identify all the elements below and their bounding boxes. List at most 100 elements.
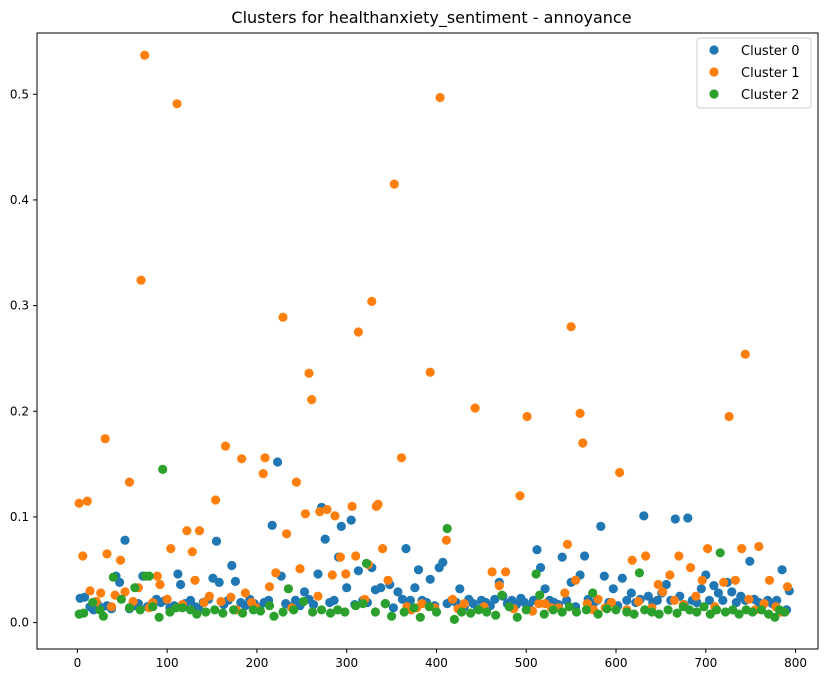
data-point xyxy=(622,607,632,617)
data-point xyxy=(267,520,277,531)
y-tick-label: 0.5 xyxy=(10,87,29,101)
data-point xyxy=(255,606,266,616)
data-point xyxy=(166,544,176,554)
data-point xyxy=(521,605,531,615)
data-point xyxy=(307,395,317,405)
data-point xyxy=(176,579,186,590)
data-point xyxy=(282,529,292,539)
data-point xyxy=(210,605,220,615)
data-point xyxy=(557,607,567,617)
data-point xyxy=(683,513,693,523)
data-point xyxy=(512,612,522,622)
y-tick-label: 0.1 xyxy=(10,510,29,524)
data-point xyxy=(557,552,567,562)
data-point xyxy=(727,587,737,597)
data-point xyxy=(629,609,639,619)
data-point xyxy=(449,614,459,625)
data-point xyxy=(308,607,318,617)
x-tick-label: 300 xyxy=(335,656,358,670)
data-point xyxy=(226,592,236,602)
data-point xyxy=(441,535,451,545)
data-point xyxy=(120,587,130,597)
x-tick-label: 500 xyxy=(515,656,538,670)
data-point xyxy=(653,579,663,590)
data-point xyxy=(367,296,377,306)
data-point xyxy=(313,569,323,579)
data-point xyxy=(108,572,118,582)
data-point xyxy=(227,560,237,571)
data-point xyxy=(566,322,576,332)
data-point xyxy=(396,453,407,463)
data-point xyxy=(220,441,231,451)
data-point xyxy=(361,558,372,569)
data-point xyxy=(713,588,724,598)
data-point xyxy=(308,600,319,610)
data-point xyxy=(602,604,612,614)
data-point xyxy=(393,587,403,597)
data-point xyxy=(754,541,764,552)
legend-marker xyxy=(709,67,719,77)
data-point xyxy=(102,549,112,559)
data-point xyxy=(448,594,458,604)
data-point xyxy=(599,571,609,581)
data-point xyxy=(730,575,741,585)
data-point xyxy=(490,594,500,604)
data-point xyxy=(389,179,399,189)
data-point xyxy=(593,609,603,619)
data-point xyxy=(370,607,380,617)
data-point xyxy=(335,552,345,562)
chart-title: Clusters for healthanxiety_sentiment - a… xyxy=(231,8,631,28)
data-point xyxy=(438,557,448,568)
data-point xyxy=(504,602,514,612)
data-point xyxy=(373,499,383,509)
data-point xyxy=(670,514,680,524)
data-point xyxy=(764,575,775,585)
data-point xyxy=(692,607,702,617)
data-point xyxy=(162,594,172,604)
data-point xyxy=(697,575,707,585)
data-point xyxy=(744,594,754,604)
data-point xyxy=(522,411,532,422)
data-point xyxy=(351,551,361,561)
data-point xyxy=(672,608,682,618)
legend-marker xyxy=(709,89,719,99)
data-point xyxy=(199,597,209,608)
y-tick-label: 0.0 xyxy=(10,616,29,630)
data-point xyxy=(770,612,780,622)
data-point xyxy=(685,605,695,615)
data-point xyxy=(617,573,627,583)
data-point xyxy=(283,584,293,594)
data-point xyxy=(85,586,95,596)
data-point xyxy=(347,501,357,511)
data-marks xyxy=(74,50,794,625)
data-point xyxy=(201,607,211,617)
data-point xyxy=(260,453,270,463)
data-point xyxy=(536,563,546,573)
y-tick-label: 0.2 xyxy=(10,404,29,418)
data-point xyxy=(115,577,125,588)
data-point xyxy=(491,610,501,620)
data-point xyxy=(560,588,570,598)
data-point xyxy=(534,599,544,609)
data-point xyxy=(320,534,330,544)
data-point xyxy=(80,592,90,602)
data-point xyxy=(501,567,511,577)
data-point xyxy=(745,556,755,566)
data-point xyxy=(237,454,247,464)
data-point xyxy=(136,275,146,285)
data-point xyxy=(647,607,657,617)
data-point xyxy=(380,599,390,609)
data-point xyxy=(100,434,110,444)
data-point xyxy=(273,457,283,467)
data-point xyxy=(580,551,590,561)
data-point xyxy=(699,602,709,612)
y-tick-label: 0.3 xyxy=(10,299,29,313)
data-point xyxy=(388,603,398,613)
data-point xyxy=(540,584,550,594)
legend-label: Cluster 0 xyxy=(741,44,800,59)
data-point xyxy=(353,327,363,337)
data-point xyxy=(703,544,713,554)
data-point xyxy=(211,536,222,546)
data-point xyxy=(330,511,340,521)
data-point xyxy=(74,498,84,508)
